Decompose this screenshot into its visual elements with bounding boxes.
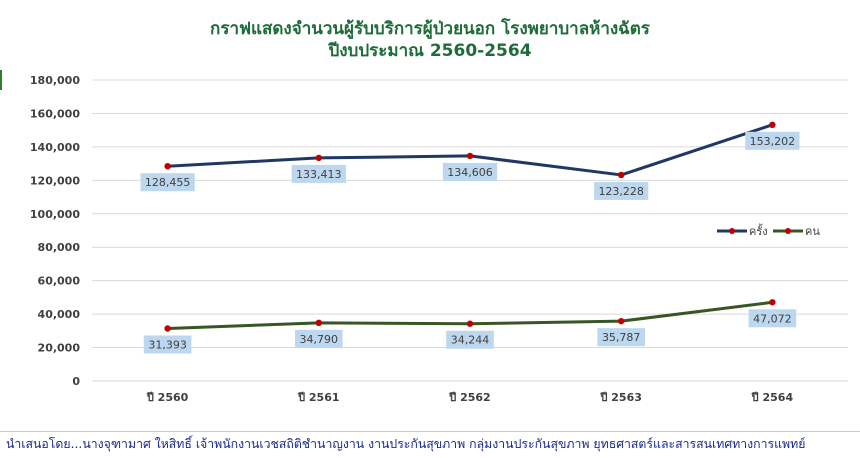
data-point-marker — [315, 319, 322, 327]
data-label: 134,606 — [447, 166, 493, 179]
y-tick-label: 0 — [72, 375, 80, 388]
left-edge-mark — [0, 70, 2, 90]
y-tick-label: 20,000 — [38, 342, 81, 355]
data-label: 35,787 — [602, 331, 641, 344]
x-tick-label: ปี 2560 — [146, 391, 189, 404]
data-point-marker — [618, 317, 625, 325]
y-tick-label: 180,000 — [30, 74, 80, 87]
data-label-box — [140, 173, 195, 192]
footer-divider — [0, 431, 860, 432]
data-point-marker — [315, 154, 322, 162]
data-label-box — [597, 328, 645, 347]
data-point-marker — [466, 320, 474, 327]
x-tick-label: ปี 2564 — [751, 391, 794, 404]
chart-title-block: กราฟแสดงจำนวนผู้รับบริการผู้ป่วยนอก โรงพ… — [0, 18, 860, 62]
chart-title: กราฟแสดงจำนวนผู้รับบริการผู้ป่วยนอก โรงพ… — [210, 19, 650, 39]
data-point-marker — [164, 325, 171, 332]
y-tick-label: 80,000 — [38, 241, 81, 254]
data-label: 123,228 — [598, 185, 644, 198]
data-label: 34,244 — [451, 334, 490, 347]
x-tick-label: ปี 2563 — [599, 391, 642, 404]
line-chart: 0 20,000 40,000 60,000 80,000 100,000 120,000 1… — [30, 74, 848, 404]
data-point-marker — [769, 299, 776, 306]
data-label: 31,393 — [148, 339, 187, 352]
data-label-box — [291, 164, 346, 183]
legend-marker — [729, 228, 735, 234]
legend-label: คน — [805, 225, 820, 238]
legend-label: ครั้ง — [749, 223, 768, 238]
data-label-box — [446, 330, 494, 349]
data-label: 47,072 — [753, 312, 792, 325]
y-tick-label: 100,000 — [30, 208, 80, 221]
data-point-marker — [164, 162, 171, 170]
data-label-box — [143, 335, 192, 354]
x-tick-label: ปี 2561 — [297, 391, 340, 404]
y-tick-label: 160,000 — [30, 107, 80, 120]
footer-note: นำเสนอโดย...นางจุฑามาศ ใหสิทธิ์ เจ้าพนัก… — [6, 437, 806, 451]
y-tick-label: 120,000 — [30, 174, 80, 187]
x-tick-label: ปี 2562 — [448, 391, 491, 404]
data-label-box — [745, 131, 800, 150]
data-label-box — [748, 309, 797, 328]
data-label: 133,413 — [296, 168, 342, 181]
legend-marker — [785, 228, 791, 234]
y-tick-label: 60,000 — [38, 275, 81, 288]
data-point-marker — [466, 152, 474, 160]
chart-area: กราฟแสดงจำนวนผู้รับบริการผู้ป่วยนอก โรงพ… — [0, 18, 860, 404]
data-label: 153,202 — [750, 135, 796, 148]
y-tick-label: 40,000 — [38, 308, 81, 321]
data-label-box — [442, 162, 498, 181]
data-label-box — [594, 181, 649, 200]
data-point-marker — [618, 171, 625, 179]
data-label-box — [295, 329, 343, 348]
data-point-marker — [769, 121, 776, 129]
y-tick-label: 140,000 — [30, 141, 80, 154]
data-label: 34,790 — [300, 333, 339, 346]
data-label: 128,455 — [145, 176, 191, 189]
chart-subtitle: ปีงบประมาณ 2560-2564 — [328, 41, 532, 61]
